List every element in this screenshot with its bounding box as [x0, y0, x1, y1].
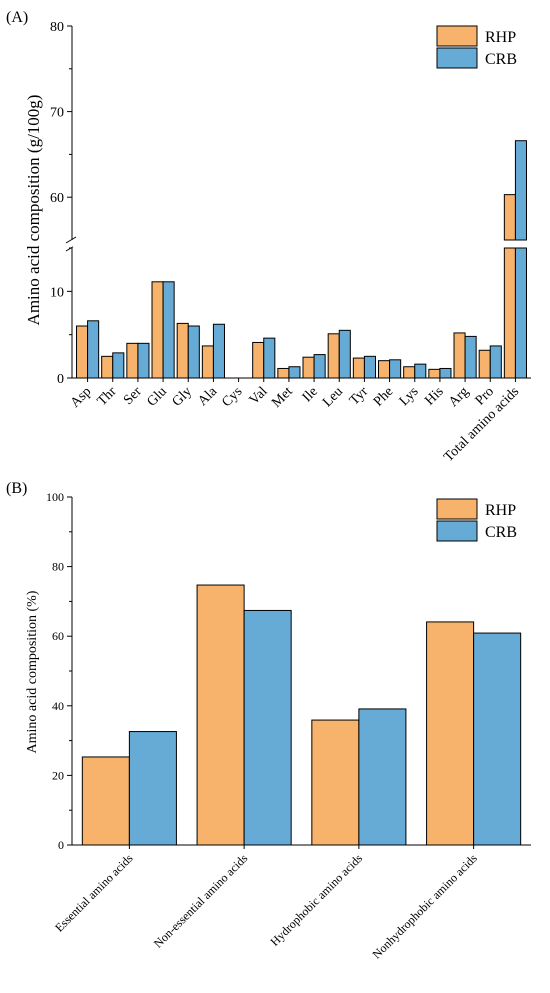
panel-a: (A) Amino acid composition (g/100g) 0 10 6… [6, 9, 532, 465]
y-tick-label: 0 [58, 838, 64, 852]
bar-rhp [76, 325, 89, 379]
bar-crb [162, 281, 175, 379]
panel-b-legend: RHP CRB [436, 498, 517, 542]
x-tick-label: Glu [144, 384, 169, 409]
bar-rhp [302, 356, 315, 379]
x-tick-label: Val [247, 384, 271, 408]
bar-rhp [201, 345, 214, 379]
y-tick-label: 0 [57, 372, 64, 387]
y-tick-label: 80 [50, 20, 64, 35]
legend-swatch-rhp [436, 498, 478, 520]
bar-crb [363, 355, 376, 379]
x-tick-label: Non-essential amino acids [151, 851, 251, 951]
panel-a-axes: 0 10 60 70 80 [50, 20, 531, 387]
bar-crb [243, 609, 292, 846]
bar-crb [358, 708, 407, 846]
bar-rhp [252, 341, 265, 379]
x-tick-label: Ser [121, 384, 145, 408]
bar-rhp-upper [503, 194, 516, 241]
bar-rhp [403, 366, 416, 379]
x-tick-label: Asp [68, 384, 95, 411]
y-tick-label: 70 [50, 106, 64, 121]
bar-crb [263, 337, 276, 379]
x-tick-label: Arg [446, 384, 472, 410]
bar-rhp [126, 342, 139, 379]
panel-b: (B) Amino acid composition (%) 0 20 40 60 80… [6, 480, 531, 962]
x-tick-label: Phe [371, 384, 396, 409]
bar-rhp [378, 360, 391, 379]
bar-crb [313, 354, 326, 379]
panel-a-y-axis-title: Amino acid composition (g/100g) [24, 95, 43, 326]
y-tick-label: 100 [46, 490, 64, 504]
bar-crb-upper [514, 140, 527, 241]
y-tick-label: 60 [50, 191, 64, 206]
bar-crb [137, 342, 150, 379]
x-tick-label: Nonhydrophobic amino acids [369, 851, 480, 962]
panel-b-y-axis-title: Amino acid composition (%) [25, 590, 40, 753]
y-tick-label: 80 [52, 560, 64, 574]
y-tick-label: 20 [52, 768, 64, 782]
bar-crb [212, 323, 225, 379]
x-tick-label: Tyr [347, 384, 371, 408]
x-tick-label: Essential amino acids [52, 851, 136, 935]
x-tick-label: Lys [397, 384, 422, 409]
x-tick-label: Ile [300, 384, 321, 405]
legend-label-rhp: RHP [485, 29, 516, 46]
bar-crb [473, 632, 522, 846]
panel-a-legend: RHP CRB [436, 25, 517, 69]
bar-rhp [428, 368, 441, 379]
bar-rhp [327, 333, 340, 379]
bar-rhp-lower [503, 247, 516, 379]
bar-crb [128, 731, 177, 846]
bar-rhp [453, 332, 466, 379]
x-tick-label: Ala [195, 384, 220, 409]
bar-crb [389, 359, 402, 379]
bar-rhp [277, 367, 290, 379]
bar-crb [112, 352, 125, 379]
bar-crb [489, 345, 502, 379]
bar-rhp [196, 584, 245, 846]
y-tick-label: 60 [52, 629, 64, 643]
legend-label-crb: CRB [485, 51, 517, 68]
x-tick-label: Gly [170, 384, 195, 409]
bar-crb [414, 363, 427, 379]
bar-rhp [151, 281, 164, 379]
panel-b-bars [81, 584, 522, 846]
bar-crb [464, 335, 477, 379]
bar-rhp [81, 756, 130, 846]
bar-crb [439, 367, 452, 379]
panel-a-bars [73, 140, 532, 379]
panel-b-x-tick-labels: Essential amino acids Non-essential amino… [52, 851, 480, 962]
bar-rhp [478, 349, 491, 379]
bar-crb [87, 320, 100, 379]
bar-rhp [352, 357, 365, 379]
bar-rhp [311, 719, 360, 846]
legend-swatch-crb [436, 520, 478, 542]
panel-b-label: (B) [6, 480, 27, 497]
y-tick-label: 40 [52, 699, 64, 713]
panel-a-label: (A) [6, 9, 28, 26]
x-tick-label: Met [269, 384, 296, 411]
axis-break-mark [65, 236, 77, 244]
bar-rhp [426, 621, 475, 846]
x-tick-label: Hydrophobic amino acids [267, 851, 365, 949]
bar-crb [288, 366, 301, 379]
x-tick-label: His [422, 384, 446, 408]
bar-crb [338, 329, 351, 379]
x-tick-label: Leu [320, 384, 346, 410]
bar-crb-lower [514, 247, 527, 379]
bar-crb [187, 325, 200, 379]
axis-break-gap [73, 241, 532, 247]
legend-label-rhp: RHP [485, 502, 516, 519]
legend-swatch-crb [436, 47, 478, 69]
x-tick-label: Cys [219, 384, 245, 410]
legend-label-crb: CRB [485, 524, 517, 541]
x-tick-label: Thr [95, 384, 120, 409]
legend-swatch-rhp [436, 25, 478, 47]
bar-rhp [101, 355, 114, 379]
bar-rhp [176, 322, 189, 379]
y-tick-label: 10 [50, 285, 64, 300]
